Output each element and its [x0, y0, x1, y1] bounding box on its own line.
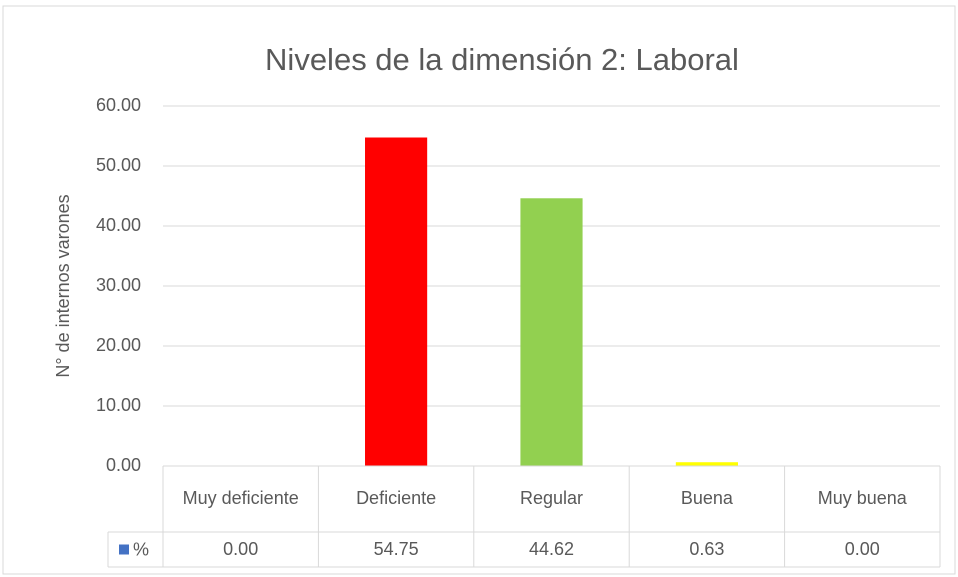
category-cell-text: Buena — [680, 488, 733, 509]
chart-title: Niveles de la dimensión 2: Laboral — [265, 42, 739, 77]
y-tick-label: 40.00 — [96, 215, 141, 235]
value-cell: 54.75 — [373, 538, 419, 559]
category-cell: Regular — [519, 488, 584, 509]
value-cell: 44.62 — [528, 538, 575, 559]
y-tick-label: 10.00 — [96, 395, 141, 415]
y-tick-label: 0.00 — [106, 455, 141, 475]
y-tick-label: 20.00 — [96, 335, 141, 355]
bar — [520, 198, 583, 466]
value-cell-text: 0.00 — [844, 538, 880, 559]
category-cell: Buena — [680, 488, 733, 509]
y-tick-label: 30.00 — [96, 275, 141, 295]
y-tick-label: 60.00 — [96, 95, 141, 115]
bar — [365, 137, 428, 466]
legend-swatch — [119, 544, 129, 555]
category-cell-text: Muy buena — [817, 488, 907, 509]
value-cell-text: 0.00 — [223, 538, 259, 559]
value-cell: 0.63 — [689, 538, 725, 559]
legend-label: % — [133, 539, 149, 559]
category-cell-text: Deficiente — [356, 488, 437, 509]
y-axis-label: N° de internos varones — [53, 194, 73, 377]
category-cell: Muy buena — [817, 488, 907, 509]
category-cell: Deficiente — [356, 488, 437, 509]
value-cell-text: 0.63 — [689, 538, 725, 559]
y-tick-label: 50.00 — [96, 155, 141, 175]
category-cell-text: Muy deficiente — [182, 488, 299, 509]
category-cell-text: Regular — [519, 488, 584, 509]
bar — [675, 462, 738, 466]
value-cell-text: 54.75 — [373, 538, 419, 559]
value-cell-text: 44.62 — [528, 538, 575, 559]
value-cell: 0.00 — [844, 538, 880, 559]
value-cell: 0.00 — [223, 538, 259, 559]
chart-border — [2, 5, 956, 575]
category-cell: Muy deficiente — [182, 488, 299, 509]
